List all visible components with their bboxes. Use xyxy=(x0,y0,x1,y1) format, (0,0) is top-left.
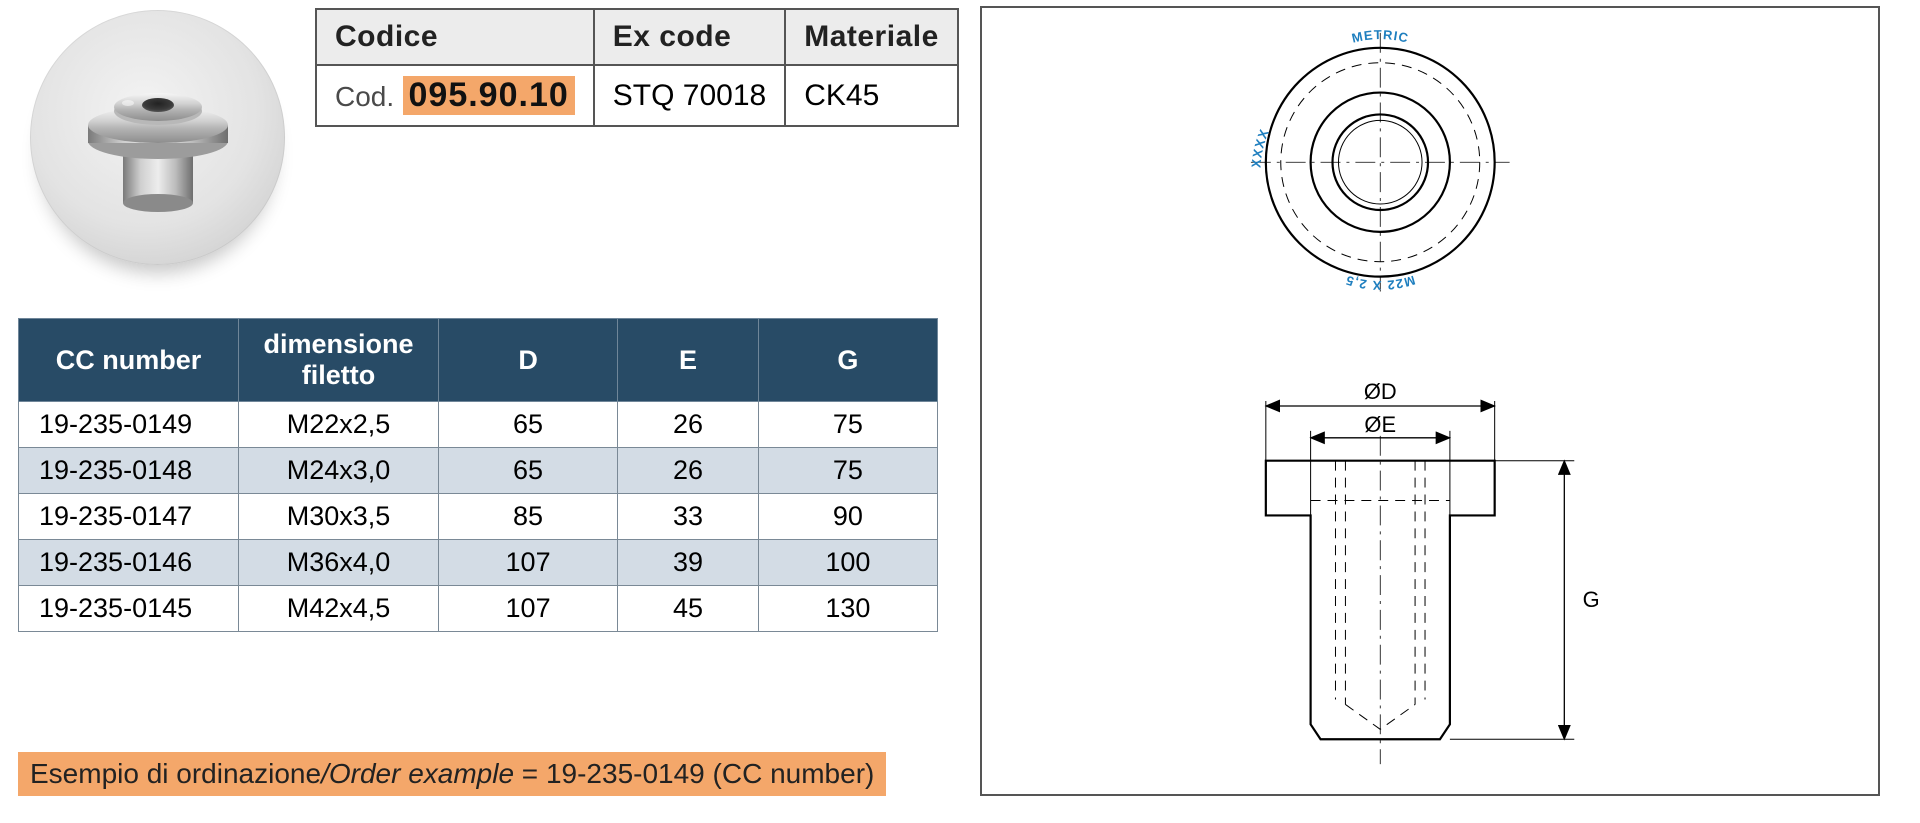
cell-e: 45 xyxy=(618,586,759,632)
cell-g: 75 xyxy=(758,402,937,448)
spec-header-codice: Codice xyxy=(316,9,594,65)
cod-prefix: Cod. xyxy=(335,81,394,112)
cell-d: 65 xyxy=(439,448,618,494)
dim-header-d: D xyxy=(439,319,618,402)
product-photo-circle xyxy=(30,10,285,265)
table-row: 19-235-0149 M22x2,5 65 26 75 xyxy=(19,402,938,448)
technical-drawing-panel: METRIC XXXX M22 X 2,5 ØD xyxy=(980,6,1880,796)
technical-drawing-svg: METRIC XXXX M22 X 2,5 ØD xyxy=(982,8,1878,794)
table-row: 19-235-0146 M36x4,0 107 39 100 xyxy=(19,540,938,586)
cell-filetto: M24x3,0 xyxy=(239,448,439,494)
spec-excode-cell: STQ 70018 xyxy=(594,65,785,126)
cell-cc: 19-235-0146 xyxy=(19,540,239,586)
cell-filetto: M22x2,5 xyxy=(239,402,439,448)
cod-code: 095.90.10 xyxy=(403,76,575,115)
spec-header-materiale: Materiale xyxy=(785,9,958,65)
cell-cc: 19-235-0149 xyxy=(19,402,239,448)
spec-code-cell: Cod. 095.90.10 xyxy=(316,65,594,126)
cell-cc: 19-235-0145 xyxy=(19,586,239,632)
order-example-value: 19-235-0149 (CC number) xyxy=(546,758,874,789)
dim-header-filetto-bot: filetto xyxy=(302,360,376,390)
cell-filetto: M30x3,5 xyxy=(239,494,439,540)
spec-table: Codice Ex code Materiale Cod. 095.90.10 … xyxy=(315,8,959,127)
cell-cc: 19-235-0147 xyxy=(19,494,239,540)
cell-cc: 19-235-0148 xyxy=(19,448,239,494)
dim-header-filetto-top: dimensione xyxy=(263,329,413,359)
svg-text:ØE: ØE xyxy=(1364,412,1396,437)
cell-filetto: M42x4,5 xyxy=(239,586,439,632)
order-example-eq: = xyxy=(514,758,546,789)
cell-e: 26 xyxy=(618,402,759,448)
cell-d: 107 xyxy=(439,540,618,586)
order-example-it: Esempio di ordinazione xyxy=(30,758,321,789)
cell-e: 39 xyxy=(618,540,759,586)
cell-filetto: M36x4,0 xyxy=(239,540,439,586)
order-example-slash: / xyxy=(321,758,329,789)
order-example: Esempio di ordinazione/Order example = 1… xyxy=(18,752,886,796)
product-photo xyxy=(30,10,285,265)
dim-header-e: E xyxy=(618,319,759,402)
cell-g: 90 xyxy=(758,494,937,540)
table-row: 19-235-0147 M30x3,5 85 33 90 xyxy=(19,494,938,540)
svg-text:G: G xyxy=(1583,587,1600,612)
elevation-view: ØD ØE G xyxy=(1266,379,1600,764)
cell-e: 26 xyxy=(618,448,759,494)
order-example-en: Order example xyxy=(329,758,514,789)
cell-e: 33 xyxy=(618,494,759,540)
cell-d: 107 xyxy=(439,586,618,632)
dim-header-g: G xyxy=(758,319,937,402)
dim-header-cc: CC number xyxy=(19,319,239,402)
spec-materiale-cell: CK45 xyxy=(785,65,958,126)
spec-header-excode: Ex code xyxy=(594,9,785,65)
cell-g: 130 xyxy=(758,586,937,632)
cell-g: 75 xyxy=(758,448,937,494)
dim-header-filetto: dimensione filetto xyxy=(239,319,439,402)
cell-g: 100 xyxy=(758,540,937,586)
table-row: 19-235-0145 M42x4,5 107 45 130 xyxy=(19,586,938,632)
cell-d: 65 xyxy=(439,402,618,448)
dimensions-table: CC number dimensione filetto D E G 19-23… xyxy=(18,318,938,632)
plan-view: METRIC XXXX M22 X 2,5 xyxy=(1248,27,1509,293)
product-photo-svg xyxy=(68,53,248,223)
cell-d: 85 xyxy=(439,494,618,540)
dimensions-tbody: 19-235-0149 M22x2,5 65 26 75 19-235-0148… xyxy=(19,402,938,632)
table-row: 19-235-0148 M24x3,0 65 26 75 xyxy=(19,448,938,494)
svg-text:ØD: ØD xyxy=(1364,379,1397,404)
